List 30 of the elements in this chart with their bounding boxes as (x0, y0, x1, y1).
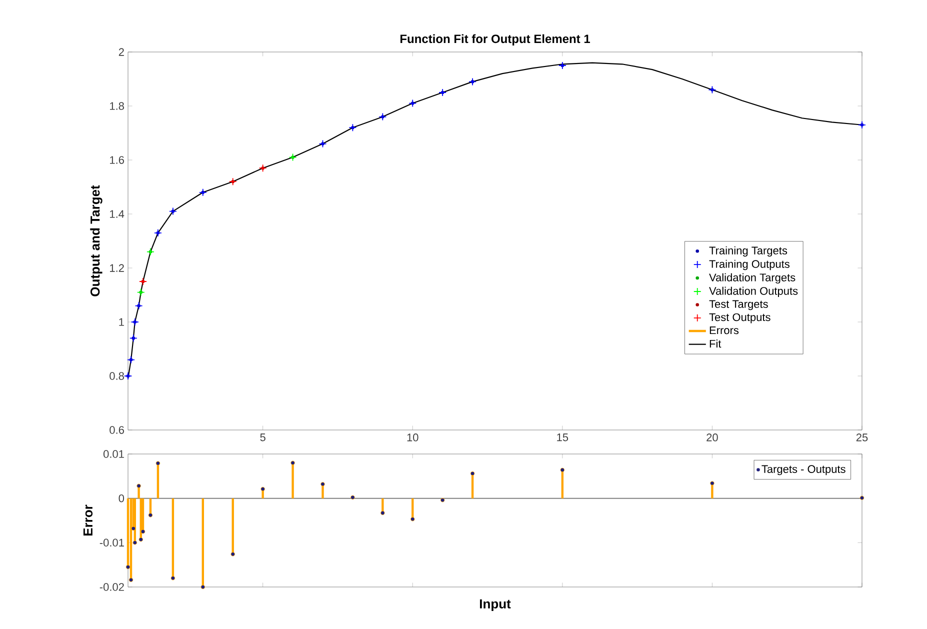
x-tick-label: 25 (856, 434, 868, 442)
legend-label: Training Outputs (709, 260, 790, 270)
legend-label: Validation Targets (709, 273, 796, 284)
y-tick-label: 0 (118, 494, 124, 502)
legend-label: Fit (710, 340, 722, 348)
legend-label: Targets - Outputs (762, 465, 846, 476)
x-axis-title: Input (480, 599, 511, 612)
legend-label: Training Targets (709, 246, 788, 257)
x-tick-label: 20 (706, 434, 718, 442)
y-tick-label: 0.01 (103, 450, 124, 458)
y-tick-label: 1.6 (110, 156, 124, 164)
y-axis-title: Output and Target (90, 185, 102, 296)
chart-title: Function Fit for Output Element 1 (400, 34, 590, 46)
y-tick-label: 1.2 (110, 264, 124, 272)
legend-label: Validation Outputs (709, 286, 798, 298)
y-tick-label: -0.02 (100, 583, 124, 591)
y-tick-label: 1.4 (110, 210, 124, 218)
y-tick-label: 0.6 (110, 426, 124, 434)
text: Errors (710, 326, 739, 334)
x-tick-label: 10 (407, 434, 418, 442)
y-tick-label: -0.01 (100, 538, 124, 547)
x-tick-label: 5 (260, 434, 266, 442)
y-tick-label: 1.8 (110, 102, 124, 110)
y-tick-label: 2 (118, 48, 124, 56)
y-tick-label: 1 (119, 318, 124, 326)
legend-label: Test Outputs (709, 313, 770, 324)
y-tick-label: 0.8 (110, 372, 124, 380)
x-tick-label: 15 (557, 434, 568, 442)
y-axis-title: Error (83, 504, 93, 536)
legend-label: Test Targets (709, 300, 768, 310)
